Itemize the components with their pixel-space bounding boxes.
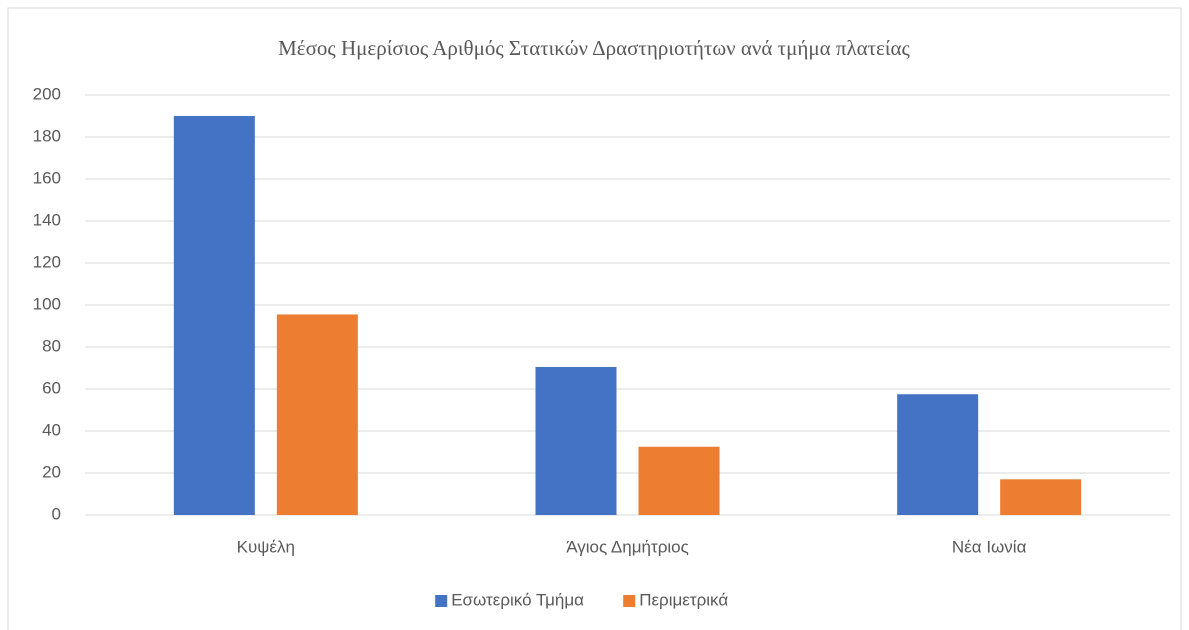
bar [276,314,358,515]
legend-label: Εσωτερικό Τμήμα [451,590,584,609]
x-tick-label: Νέα Ιωνία [952,537,1027,556]
y-tick-label: 180 [33,126,61,145]
y-tick-label: 40 [42,420,61,439]
bar [173,116,255,515]
bar [897,394,979,515]
y-tick-label: 0 [52,504,61,523]
y-tick-label: 60 [42,378,61,397]
legend-swatch [435,595,448,607]
x-tick-label: Κυψέλη [237,537,295,556]
y-tick-label: 120 [33,252,61,271]
bar [535,366,617,515]
legend-label: Περιμετρικά [639,590,728,609]
y-tick-label: 200 [33,84,61,103]
x-tick-label: Άγιος Δημήτριος [566,537,689,556]
y-tick-label: 80 [42,336,61,355]
y-tick-label: 140 [33,210,61,229]
legend-swatch [623,595,636,607]
y-tick-label: 160 [33,168,61,187]
bar [1000,479,1082,515]
y-tick-label: 20 [42,462,61,481]
chart-title: Μέσος Ημερίσιος Αριθμός Στατικών Δραστηρ… [278,36,910,60]
y-tick-label: 100 [33,294,61,313]
bar [638,446,720,515]
